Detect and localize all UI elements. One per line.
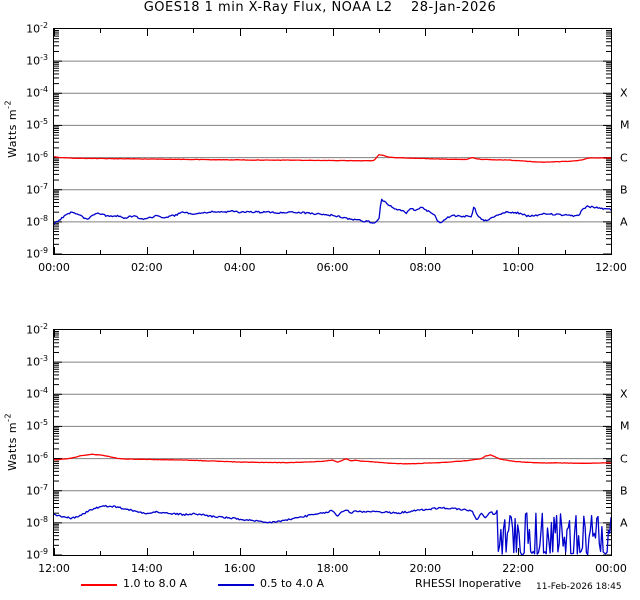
flare-class-label-a: A bbox=[620, 215, 628, 229]
x-tick-label: 12:00 bbox=[38, 562, 70, 575]
bottom-panel: Watts m-2 10-2 10-3 10-4 10-5 10-6 10-7 10-8 10… bbox=[0, 313, 640, 600]
flare-class-label-a: A bbox=[620, 516, 628, 530]
y-tick-label: 10-6 bbox=[26, 450, 48, 466]
bottom-panel-canvas bbox=[54, 330, 611, 555]
y-tick-label: 10-7 bbox=[26, 482, 48, 498]
y-tick-label: 10-2 bbox=[26, 321, 48, 337]
x-tick-label: 04:00 bbox=[223, 261, 256, 274]
figure-title: GOES18 1 min X-Ray Flux, NOAA L2 28-Jan-… bbox=[143, 0, 497, 15]
x-tick-label: 14:00 bbox=[130, 562, 163, 575]
y-tick-label: 10-5 bbox=[26, 117, 48, 132]
x-tick-label: 00:00 bbox=[38, 261, 70, 274]
flare-class-label-b: B bbox=[620, 484, 628, 498]
y-tick-label: 10-3 bbox=[26, 353, 48, 369]
flare-class-label-b: B bbox=[620, 183, 628, 197]
flare-class-label-m: M bbox=[620, 118, 630, 132]
top-panel-canvas bbox=[54, 29, 611, 254]
legend-swatch-long bbox=[81, 584, 117, 586]
x-tick-label: 18:00 bbox=[316, 562, 349, 575]
top-panel: Watts m-2 10-2 10-3 10-4 10-5 10-6 10-7 10-8 10… bbox=[0, 0, 640, 285]
y-tick-label: 10-6 bbox=[26, 149, 48, 165]
flare-class-label-c: C bbox=[620, 151, 628, 165]
flare-class-label-c: C bbox=[620, 452, 628, 466]
y-tick-label: 10-4 bbox=[26, 85, 48, 100]
legend-label-long: 1.0 to 8.0 A bbox=[123, 577, 188, 590]
x-tick-label: 00:00 bbox=[595, 562, 627, 575]
legend-swatch-short bbox=[218, 584, 254, 586]
legend: 1.0 to 8.0 A 0.5 to 4.0 A RHESSI Inopera… bbox=[0, 285, 640, 590]
y-tick-label: 10-5 bbox=[26, 418, 48, 433]
x-tick-label: 12:00 bbox=[595, 261, 627, 274]
legend-label-short: 0.5 to 4.0 A bbox=[260, 577, 325, 590]
y-tick-label: 10-8 bbox=[26, 213, 48, 229]
y-tick-label: 10-9 bbox=[26, 546, 48, 562]
y-tick-label: 10-3 bbox=[26, 52, 48, 68]
x-tick-label: 02:00 bbox=[130, 261, 163, 274]
y-tick-label: 10-8 bbox=[26, 514, 48, 530]
x-tick-label: 06:00 bbox=[316, 261, 349, 274]
y-tick-label: 10-7 bbox=[26, 181, 48, 197]
y-tick-label: 10-4 bbox=[26, 386, 48, 401]
y-tick-label: 10-2 bbox=[26, 20, 48, 36]
flare-class-label-x: X bbox=[620, 387, 628, 401]
top-panel-plot-area bbox=[53, 28, 612, 255]
x-tick-label: 22:00 bbox=[502, 562, 535, 575]
flare-class-label-x: X bbox=[620, 86, 628, 100]
x-tick-label: 08:00 bbox=[409, 261, 442, 274]
flare-class-label-m: M bbox=[620, 419, 630, 433]
rhessi-status-note: RHESSI Inoperative bbox=[415, 577, 522, 590]
x-tick-label: 16:00 bbox=[223, 562, 256, 575]
y-tick-label: 10-9 bbox=[26, 245, 48, 261]
x-tick-label: 10:00 bbox=[502, 261, 535, 274]
render-timestamp: 11-Feb-2026 18:45 bbox=[536, 582, 622, 592]
x-tick-label: 20:00 bbox=[409, 562, 442, 575]
bottom-panel-plot-area bbox=[53, 329, 612, 556]
